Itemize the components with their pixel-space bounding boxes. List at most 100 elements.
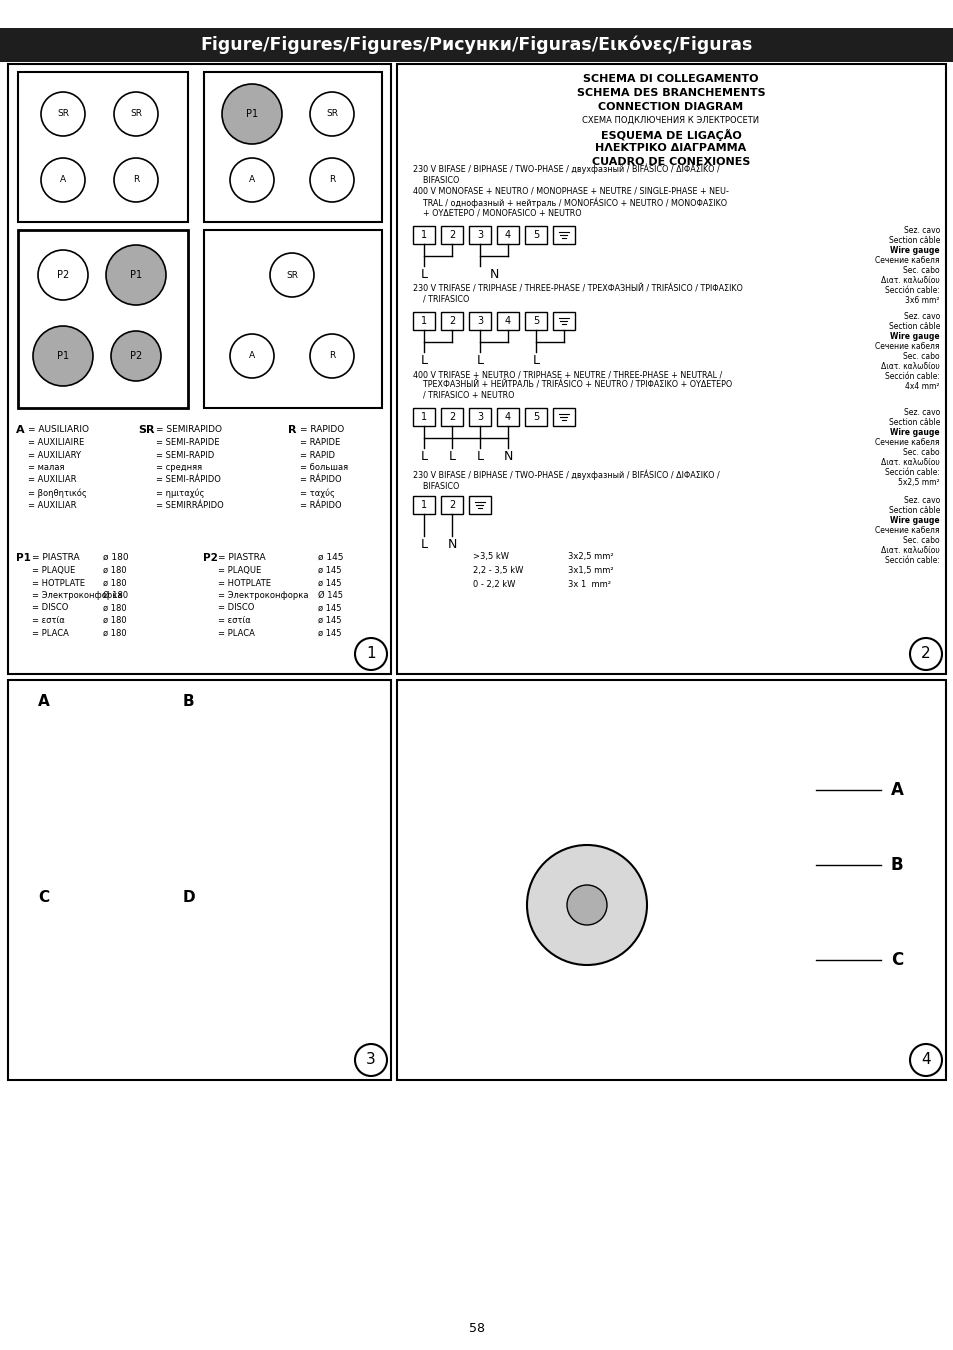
Text: = средняя: = средняя — [156, 463, 202, 472]
FancyBboxPatch shape — [413, 408, 435, 427]
FancyBboxPatch shape — [524, 312, 546, 329]
Ellipse shape — [77, 755, 99, 761]
Bar — [83, 996, 92, 1008]
Text: = большая: = большая — [299, 463, 348, 472]
Text: Wire gauge: Wire gauge — [889, 428, 939, 437]
Text: = PIASTRA: = PIASTRA — [218, 554, 265, 562]
Ellipse shape — [77, 764, 99, 771]
Ellipse shape — [216, 973, 239, 980]
Bar — [552, 815, 621, 869]
FancyBboxPatch shape — [524, 225, 546, 244]
Text: P1: P1 — [130, 270, 142, 279]
Ellipse shape — [77, 852, 99, 859]
Text: 3x1,5 mm²: 3x1,5 mm² — [567, 566, 613, 575]
Text: 230 V BIFASE / BIPHASE / TWO-PHASE / двухфазный / BIFÁSICO / ΔΙΦΑΣΙΚΟ /
    BIFA: 230 V BIFASE / BIPHASE / TWO-PHASE / дву… — [413, 470, 719, 491]
Ellipse shape — [216, 764, 239, 771]
Bar — [220, 872, 235, 892]
FancyBboxPatch shape — [553, 225, 575, 244]
Text: = SEMI-RÁPIDO: = SEMI-RÁPIDO — [156, 475, 221, 485]
Text: C: C — [38, 890, 49, 905]
Text: = малая: = малая — [28, 463, 65, 472]
Text: Sez. cavo: Sez. cavo — [902, 312, 939, 321]
Text: Wire gauge: Wire gauge — [889, 332, 939, 342]
Text: Section câble: Section câble — [887, 418, 939, 427]
Text: A: A — [60, 176, 66, 185]
Circle shape — [230, 158, 274, 202]
Text: 4: 4 — [504, 230, 511, 240]
Text: P1: P1 — [246, 109, 258, 119]
Text: ø 145: ø 145 — [317, 616, 341, 625]
Text: ø 180: ø 180 — [103, 566, 127, 575]
Text: Wire gauge: Wire gauge — [889, 246, 939, 255]
Text: ø 145: ø 145 — [317, 554, 343, 562]
Text: P2: P2 — [203, 554, 217, 563]
Text: = AUXILIAR: = AUXILIAR — [28, 501, 76, 509]
FancyBboxPatch shape — [204, 72, 381, 221]
Text: SR: SR — [138, 425, 154, 435]
Ellipse shape — [77, 794, 99, 801]
Text: = HOTPLATE: = HOTPLATE — [32, 579, 85, 587]
Text: 1: 1 — [420, 230, 427, 240]
Text: = SEMI-RAPIDE: = SEMI-RAPIDE — [156, 437, 219, 447]
Ellipse shape — [216, 852, 239, 859]
Text: 1: 1 — [420, 316, 427, 325]
Text: Section câble: Section câble — [887, 506, 939, 514]
Text: = RÁPIDO: = RÁPIDO — [299, 475, 341, 485]
FancyBboxPatch shape — [18, 72, 188, 221]
Text: Section câble: Section câble — [887, 323, 939, 331]
Text: ø 145: ø 145 — [317, 566, 341, 575]
Ellipse shape — [77, 832, 99, 840]
Text: Ø 145: Ø 145 — [317, 591, 343, 599]
Text: = AUSILIARIO: = AUSILIARIO — [28, 425, 89, 433]
Text: A: A — [38, 694, 50, 709]
Bar — [85, 919, 91, 996]
Text: 1: 1 — [420, 500, 427, 510]
FancyBboxPatch shape — [396, 680, 945, 1080]
Text: СХЕМА ПОДКЛЮЧЕНИЯ К ЭЛЕКТРОСЕТИ: СХЕМА ПОДКЛЮЧЕНИЯ К ЭЛЕКТРОСЕТИ — [582, 116, 759, 126]
Circle shape — [41, 92, 85, 136]
Circle shape — [310, 158, 354, 202]
Text: 3: 3 — [366, 1053, 375, 1068]
FancyBboxPatch shape — [553, 312, 575, 329]
Text: 2: 2 — [449, 500, 455, 510]
Bar — [225, 919, 231, 996]
FancyBboxPatch shape — [440, 495, 462, 514]
Ellipse shape — [216, 813, 239, 819]
Ellipse shape — [216, 936, 239, 942]
FancyBboxPatch shape — [469, 225, 491, 244]
Text: 2,2 - 3,5 kW: 2,2 - 3,5 kW — [473, 566, 523, 575]
FancyBboxPatch shape — [440, 408, 462, 427]
Circle shape — [355, 1044, 387, 1076]
Text: L: L — [476, 450, 483, 463]
Circle shape — [106, 244, 166, 305]
Bar — [521, 840, 552, 865]
Ellipse shape — [77, 803, 99, 810]
Text: Wire gauge: Wire gauge — [889, 516, 939, 525]
Ellipse shape — [77, 961, 99, 968]
FancyBboxPatch shape — [8, 63, 391, 674]
FancyBboxPatch shape — [440, 225, 462, 244]
Text: ø 145: ø 145 — [317, 579, 341, 587]
Ellipse shape — [77, 745, 99, 752]
Text: N: N — [503, 450, 512, 463]
Text: 4: 4 — [504, 412, 511, 423]
Ellipse shape — [216, 734, 239, 743]
Text: = PLAQUE: = PLAQUE — [32, 566, 75, 575]
Text: N: N — [447, 539, 456, 551]
Circle shape — [310, 333, 354, 378]
Text: 5: 5 — [533, 230, 538, 240]
Bar — [223, 711, 233, 724]
Text: SCHEMA DI COLLEGAMENTO: SCHEMA DI COLLEGAMENTO — [582, 74, 758, 84]
FancyBboxPatch shape — [396, 63, 945, 674]
Text: L: L — [420, 539, 427, 551]
Text: 1: 1 — [420, 412, 427, 423]
Text: 4: 4 — [504, 316, 511, 325]
Circle shape — [526, 845, 646, 965]
FancyBboxPatch shape — [469, 495, 491, 514]
Text: Sec. cabo: Sec. cabo — [902, 536, 939, 545]
Text: ø 180: ø 180 — [103, 579, 127, 587]
Ellipse shape — [77, 822, 99, 829]
Text: >3,5 kW: >3,5 kW — [473, 552, 509, 562]
Text: 2: 2 — [449, 412, 455, 423]
Text: L: L — [420, 269, 427, 281]
